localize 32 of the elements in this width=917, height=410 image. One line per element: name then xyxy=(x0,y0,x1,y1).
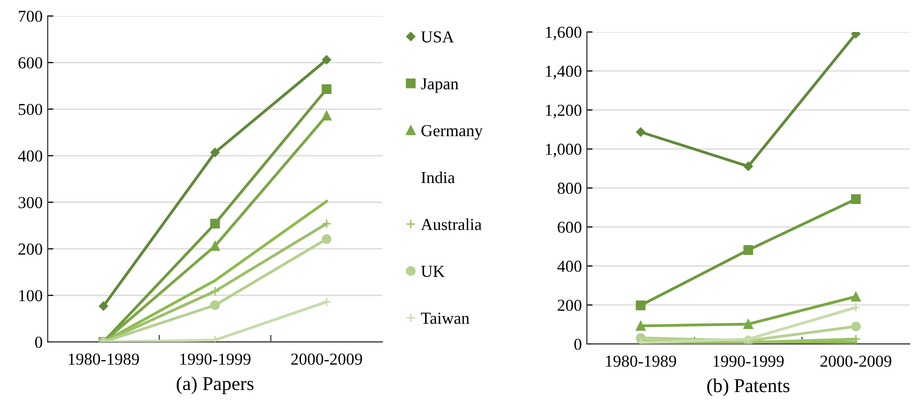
y-tick-label: 600 xyxy=(18,57,42,68)
x-tick-label: 2000-2009 xyxy=(291,354,362,365)
y-tick-label: 300 xyxy=(18,196,42,208)
legend-label: Taiwan xyxy=(421,312,470,324)
y-tick-label: 700 xyxy=(18,10,42,22)
text: (a) Papers xyxy=(176,376,254,394)
y-tick-label: 400 xyxy=(557,260,582,272)
text: India xyxy=(421,171,455,184)
x-tick-label: 1980-1989 xyxy=(68,354,139,365)
legend-label: Germany xyxy=(421,125,483,140)
text: (b) Patents xyxy=(707,378,790,396)
y-tick-label: 0 xyxy=(35,336,42,348)
y-tick-label: 1,400 xyxy=(546,66,582,80)
y-tick-label: 1,600 xyxy=(546,26,582,40)
legend-label: USA xyxy=(421,31,454,43)
x-tick-label: 1990-1999 xyxy=(180,354,250,365)
y-tick-label: 200 xyxy=(558,300,582,311)
y-tick-label: 200 xyxy=(18,244,42,255)
x-tick-label: 1980-1989 xyxy=(606,356,676,367)
legend-label: Australia xyxy=(420,218,482,230)
legend-label: UK xyxy=(421,266,445,277)
y-tick-label: 400 xyxy=(18,150,42,162)
x-tick-label: 2000-2009 xyxy=(820,356,892,367)
y-tick-label: 1,200 xyxy=(546,104,582,118)
y-tick-label: 800 xyxy=(558,182,582,194)
y-tick-label: 600 xyxy=(558,222,582,233)
y-tick-label: 500 xyxy=(18,104,42,116)
y-tick-label: 1,000 xyxy=(546,144,582,158)
y-tick-label: 100 xyxy=(19,290,42,302)
legend-label: Japan xyxy=(421,78,458,93)
x-tick-label: 1990-1999 xyxy=(714,356,784,367)
y-tick-label: 0 xyxy=(574,338,582,350)
